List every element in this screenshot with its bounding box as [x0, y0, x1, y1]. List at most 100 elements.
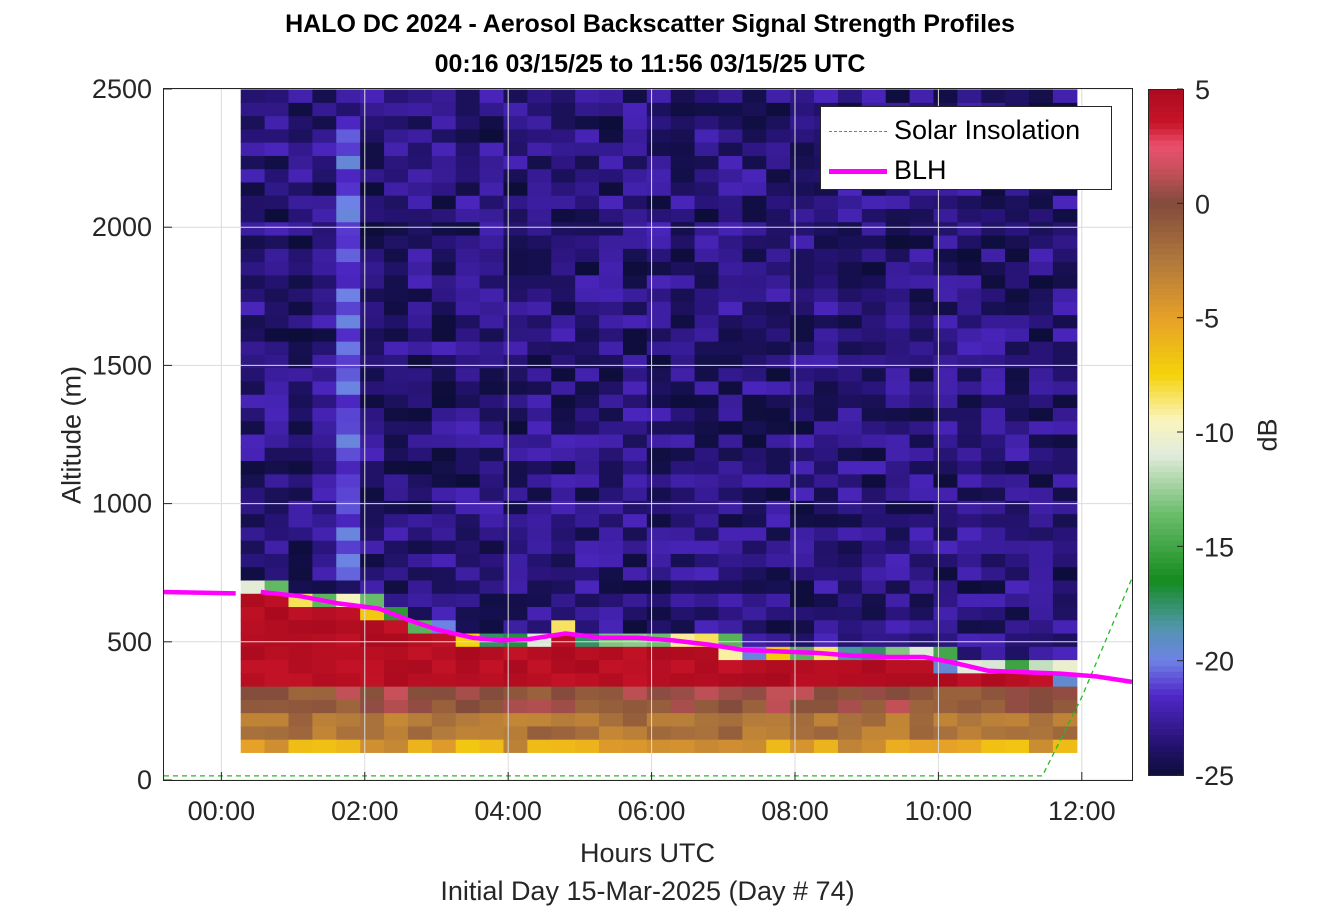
heatmap-cell — [790, 315, 814, 329]
heatmap-cell — [718, 620, 742, 634]
heatmap-cell — [336, 222, 360, 236]
heatmap-cell — [289, 248, 313, 262]
heatmap-cell — [265, 606, 289, 620]
heatmap-cell — [599, 739, 623, 753]
heatmap-cell — [241, 116, 265, 130]
heatmap-cell — [981, 739, 1005, 753]
heatmap-cell — [671, 659, 695, 673]
heatmap-cell — [408, 288, 432, 302]
heatmap-cell — [265, 155, 289, 169]
heatmap-cell — [1053, 593, 1077, 607]
heatmap-cell — [551, 421, 575, 435]
heatmap-cell — [575, 328, 599, 342]
heatmap-cell — [384, 407, 408, 421]
heatmap-cell — [814, 381, 838, 395]
heatmap-cell — [647, 169, 671, 183]
heatmap-cell — [814, 421, 838, 435]
heatmap-cell — [527, 421, 551, 435]
heatmap-cell — [312, 208, 336, 222]
colorbar-cell — [1148, 301, 1183, 307]
heatmap-cell — [1029, 460, 1053, 474]
heatmap-cell — [503, 368, 527, 382]
heatmap-cell — [289, 567, 313, 581]
heatmap-cell — [312, 447, 336, 461]
heatmap-cell — [480, 686, 504, 700]
heatmap-cell — [408, 673, 432, 687]
heatmap-cell — [456, 381, 480, 395]
heatmap-cell — [695, 354, 719, 368]
heatmap-cell — [910, 474, 934, 488]
heatmap-cell — [527, 699, 551, 713]
heatmap-cell — [910, 580, 934, 594]
heatmap-cell — [695, 182, 719, 196]
heatmap-cell — [671, 288, 695, 302]
heatmap-cell — [862, 659, 886, 673]
heatmap-cell — [1053, 686, 1077, 700]
heatmap-cell — [623, 142, 647, 156]
x-tick-label: 12:00 — [1048, 796, 1116, 826]
heatmap-cell — [1005, 195, 1029, 209]
heatmap-cell — [432, 208, 456, 222]
heatmap-cell — [695, 328, 719, 342]
heatmap-cell — [456, 580, 480, 594]
heatmap-cell — [957, 368, 981, 382]
heatmap-cell — [862, 407, 886, 421]
heatmap-cell — [838, 567, 862, 581]
heatmap-cell — [814, 275, 838, 289]
colorbar-cell — [1148, 701, 1183, 707]
heatmap-cell — [408, 354, 432, 368]
heatmap-cell — [623, 739, 647, 753]
heatmap-cell — [289, 460, 313, 474]
colorbar-cell — [1148, 575, 1183, 581]
y-tick-label: 1000 — [92, 489, 152, 519]
heatmap-cell — [886, 474, 910, 488]
legend-swatch-solar — [829, 131, 887, 132]
heatmap-cell — [647, 726, 671, 740]
heatmap-cell — [718, 567, 742, 581]
heatmap-cell — [551, 739, 575, 753]
heatmap-cell — [742, 474, 766, 488]
heatmap-cell — [1053, 328, 1077, 342]
heatmap-cell — [718, 394, 742, 408]
heatmap-cell — [838, 341, 862, 355]
heatmap-cell — [289, 169, 313, 183]
heatmap-cell — [312, 341, 336, 355]
colorbar-cell — [1148, 552, 1183, 558]
heatmap-cell — [527, 659, 551, 673]
heatmap-cell — [910, 368, 934, 382]
heatmap-cell — [432, 261, 456, 275]
heatmap-cell — [336, 261, 360, 275]
heatmap-cell — [360, 699, 384, 713]
heatmap-cell — [838, 474, 862, 488]
heatmap-cell — [480, 89, 504, 103]
heatmap-cell — [336, 129, 360, 143]
colorbar-cell — [1148, 626, 1183, 632]
heatmap-cell — [480, 487, 504, 501]
heatmap-cell — [312, 261, 336, 275]
heatmap-cell — [599, 713, 623, 727]
heatmap-cell — [575, 394, 599, 408]
colorbar-cell — [1148, 724, 1183, 730]
heatmap-cell — [241, 315, 265, 329]
heatmap-cell — [718, 195, 742, 209]
heatmap-cell — [360, 354, 384, 368]
heatmap-cell — [886, 606, 910, 620]
heatmap-cell — [1029, 540, 1053, 554]
heatmap-cell — [910, 567, 934, 581]
heatmap-cell — [957, 500, 981, 514]
heatmap-cell — [886, 620, 910, 634]
heatmap-cell — [456, 620, 480, 634]
heatmap-cell — [671, 222, 695, 236]
heatmap-cell — [1029, 553, 1053, 567]
colorbar-cell — [1148, 489, 1183, 495]
heatmap-cell — [384, 381, 408, 395]
heatmap-cell — [408, 593, 432, 607]
heatmap-cell — [933, 487, 957, 501]
heatmap-cell — [551, 275, 575, 289]
heatmap-cell — [981, 208, 1005, 222]
heatmap-cell — [1005, 394, 1029, 408]
colorbar-cell — [1148, 140, 1183, 146]
heatmap-cell — [575, 739, 599, 753]
heatmap-cell — [480, 328, 504, 342]
heatmap-cell — [241, 540, 265, 554]
